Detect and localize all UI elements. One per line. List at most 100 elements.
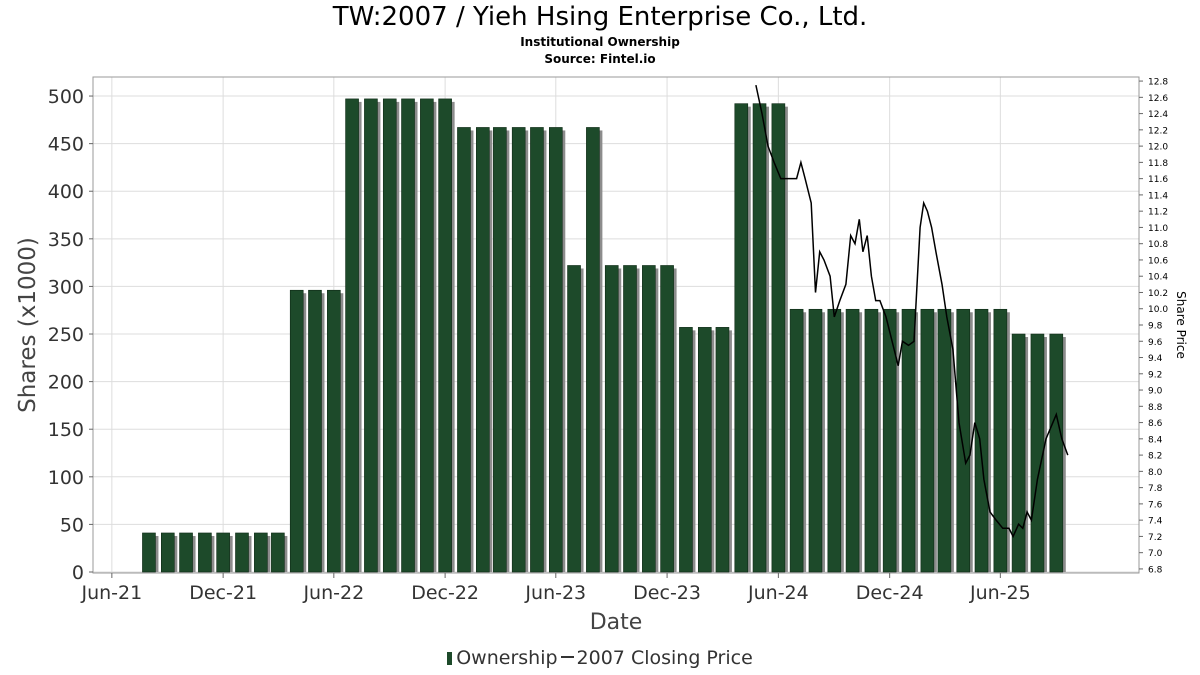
y-tick-label: 500 [48, 86, 84, 108]
ownership-bar [789, 308, 804, 573]
x-axis: Jun-21 Dec-21 Jun-22 Dec-22 Jun-23 Dec-23 Jun-… [80, 573, 1031, 604]
y-tick-label: 350 [48, 229, 84, 251]
y2-tick-label: 11.6 [1148, 175, 1168, 185]
ownership-bar [327, 289, 341, 573]
ownership-bar [937, 308, 952, 573]
ownership-bar [715, 327, 730, 573]
y2-tick-label: 12.6 [1148, 94, 1168, 104]
y-tick-label: 200 [48, 372, 84, 394]
chart-subtitle: Institutional Ownership [520, 35, 680, 49]
ownership-bar [993, 308, 1008, 573]
ownership-bar [752, 103, 767, 573]
price-line [755, 84, 1069, 539]
ownership-bar [697, 327, 712, 573]
x-axis-label: Date [590, 610, 643, 635]
ownership-bar [734, 103, 749, 573]
ownership-bar [308, 289, 322, 573]
ownership-bar [771, 103, 786, 573]
ownership-bar [586, 127, 600, 573]
y2-tick-label: 9.6 [1148, 338, 1163, 348]
ownership-bar [364, 98, 378, 573]
price-legend-swatch [560, 656, 574, 658]
y2-tick-label: 7.8 [1148, 484, 1163, 494]
y2-tick-label: 9.4 [1148, 354, 1163, 364]
ownership-bar [974, 308, 989, 573]
ownership-bar [345, 98, 359, 573]
ownership-bar [216, 532, 230, 573]
y2-tick-label: 10.4 [1148, 273, 1168, 283]
chart-title: TW:2007 / Yieh Hsing Enterprise Co., Ltd… [332, 2, 868, 32]
ownership-bar [254, 532, 268, 573]
ownership-bar [901, 308, 916, 573]
ownership-bar [476, 127, 490, 573]
ownership-bar [956, 308, 971, 573]
right-axis: 6.8 7.0 7.2 7.4 7.6 7.8 8.0 8.2 8.4 8.6 8.8 9.0 9.2 9… [1139, 78, 1168, 575]
ownership-bar [882, 308, 897, 573]
y2-tick-label: 10.8 [1148, 240, 1168, 250]
ownership-bar [827, 308, 842, 573]
y2-tick-label: 12.0 [1148, 143, 1168, 153]
x-tick-label: Dec-23 [633, 582, 701, 604]
y-axis-label: Shares (x1000) [15, 237, 41, 413]
y2-tick-label: 11.8 [1148, 159, 1168, 169]
y2-tick-label: 12.2 [1148, 126, 1168, 136]
ownership-bar [511, 127, 526, 573]
y2-axis-label: Share Price [1174, 291, 1188, 359]
y2-tick-label: 8.4 [1148, 435, 1163, 445]
ownership-bar [457, 127, 471, 573]
ownership-bar [271, 532, 285, 573]
ownership-bar [548, 127, 563, 573]
y-tick-label: 450 [48, 134, 84, 156]
left-axis: 0 50 100 150 200 250 300 350 400 450 500 [48, 86, 93, 584]
y2-tick-label: 11.4 [1148, 191, 1168, 201]
y2-tick-label: 12.8 [1148, 78, 1168, 88]
y-tick-label: 300 [48, 276, 84, 298]
ownership-bar [808, 308, 823, 573]
ownership-bar [1030, 333, 1045, 573]
y2-tick-label: 9.2 [1148, 370, 1162, 380]
ownership-legend-swatch [447, 652, 453, 665]
ownership-bar [198, 532, 212, 573]
price-legend-label: 2007 Closing Price [576, 647, 753, 669]
chart-source: Source: Fintel.io [544, 52, 656, 66]
ownership-bar [1049, 333, 1064, 573]
ownership-legend-label: Ownership [456, 647, 558, 669]
y2-tick-label: 8.0 [1148, 468, 1163, 478]
y2-tick-label: 7.0 [1148, 549, 1163, 559]
ownership-bar [401, 98, 415, 573]
y2-tick-label: 11.0 [1148, 224, 1168, 234]
ownership-bar [493, 127, 507, 573]
ownership-bar [438, 98, 452, 573]
x-tick-label: Jun-23 [524, 582, 586, 604]
y2-tick-label: 8.6 [1148, 419, 1163, 429]
x-tick-label: Dec-24 [856, 582, 924, 604]
y2-tick-label: 10.6 [1148, 256, 1168, 266]
y-tick-label: 400 [48, 181, 84, 203]
ownership-bar [289, 289, 304, 573]
ownership-bar [142, 532, 156, 573]
x-tick-label: Jun-25 [969, 582, 1031, 604]
ownership-bar [623, 265, 637, 573]
ownership-bar [179, 532, 193, 573]
y2-tick-label: 9.8 [1148, 322, 1163, 332]
ownership-bar [382, 98, 397, 573]
y2-tick-label: 7.6 [1148, 500, 1163, 510]
y-tick-label: 0 [72, 562, 84, 584]
ownership-bar [920, 308, 935, 573]
ownership-bar [845, 308, 860, 573]
y2-tick-label: 8.2 [1148, 452, 1162, 462]
ownership-bar [679, 327, 693, 573]
y2-tick-label: 9.0 [1148, 387, 1163, 397]
y-tick-label: 250 [48, 324, 84, 346]
x-tick-label: Jun-22 [302, 582, 364, 604]
ownership-bar [235, 532, 249, 573]
ownership-bar [660, 265, 674, 573]
x-tick-label: Jun-21 [80, 582, 142, 604]
x-tick-label: Jun-24 [747, 582, 809, 604]
y2-tick-label: 12.4 [1148, 110, 1168, 120]
y-tick-label: 50 [60, 514, 84, 536]
y-tick-label: 100 [48, 467, 84, 489]
y2-tick-label: 10.2 [1148, 289, 1168, 299]
x-tick-label: Dec-21 [189, 582, 257, 604]
